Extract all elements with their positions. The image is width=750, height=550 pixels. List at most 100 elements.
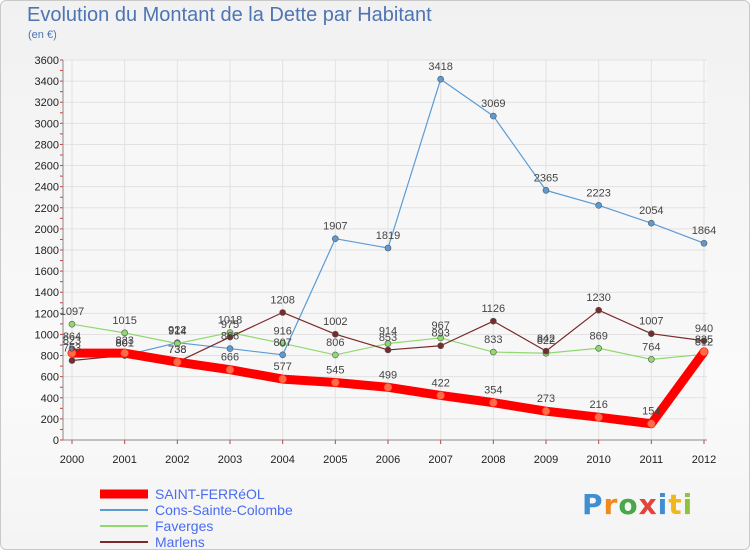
data-label: 666	[221, 352, 239, 364]
data-point	[594, 412, 603, 422]
data-point	[436, 391, 445, 400]
data-label: 3069	[481, 98, 505, 110]
data-label: 914	[168, 326, 186, 338]
data-point	[173, 357, 182, 367]
y-tick-label: 3600	[35, 55, 59, 67]
data-point	[384, 244, 392, 252]
data-label: 842	[537, 333, 555, 345]
y-tick-label: 3000	[35, 118, 59, 130]
unit-label: (en €)	[28, 29, 57, 41]
data-label: 869	[589, 330, 607, 342]
data-point	[595, 306, 602, 314]
y-tick-label: 2400	[35, 182, 59, 194]
x-tick-label: 2010	[586, 454, 610, 466]
data-label: 1907	[323, 221, 347, 233]
data-point	[278, 374, 287, 384]
data-label: 154	[642, 406, 660, 418]
y-tick-label: 1800	[35, 245, 59, 257]
data-point	[121, 329, 128, 337]
data-label: 806	[326, 337, 344, 349]
data-point	[384, 346, 392, 354]
data-label: 916	[273, 325, 291, 337]
x-tick-label: 2004	[270, 454, 294, 466]
x-tick-label: 2006	[376, 454, 400, 466]
data-point	[699, 347, 709, 357]
data-label: 753	[63, 343, 81, 355]
y-tick-label: 3400	[35, 76, 59, 88]
proxiti-logo: Proxiti	[582, 488, 694, 521]
data-label: 545	[326, 364, 344, 376]
data-point	[490, 348, 497, 356]
data-label: 866	[221, 331, 239, 343]
data-point	[68, 357, 76, 364]
y-tick-label: 2600	[35, 161, 59, 173]
data-label: 1819	[376, 230, 400, 242]
x-tick-label: 2002	[165, 454, 189, 466]
data-point	[437, 342, 444, 350]
data-point	[279, 309, 286, 316]
data-label: 1018	[218, 315, 242, 327]
data-point	[648, 330, 655, 338]
y-tick-label: 200	[41, 414, 59, 426]
y-tick-label: 1600	[35, 266, 59, 278]
data-label: 940	[695, 323, 713, 335]
data-label: 893	[431, 328, 449, 340]
data-label: 833	[484, 334, 502, 346]
x-tick-label: 2000	[60, 454, 84, 466]
data-label: 1015	[112, 315, 136, 327]
x-tick-label: 2012	[692, 454, 716, 466]
y-tick-label: 3200	[35, 97, 59, 109]
data-point	[700, 337, 708, 345]
data-label: 922	[168, 325, 186, 337]
data-label: 3418	[428, 61, 452, 73]
data-label: 422	[431, 377, 449, 389]
legend-label: Marlens	[155, 534, 205, 550]
data-point	[437, 75, 444, 83]
data-point	[541, 406, 551, 416]
data-label: 975	[221, 319, 239, 331]
data-label: 1208	[270, 294, 294, 306]
data-point	[226, 333, 234, 341]
data-point	[332, 330, 339, 338]
data-label: 273	[537, 393, 555, 405]
data-label: 853	[379, 332, 397, 344]
data-label: 1007	[639, 316, 663, 328]
x-tick-label: 2003	[218, 454, 242, 466]
data-point	[120, 348, 129, 358]
data-point	[279, 351, 286, 359]
x-tick-label: 2008	[481, 454, 505, 466]
data-point	[67, 348, 77, 358]
data-label: 577	[273, 361, 291, 373]
data-label: 1097	[60, 306, 84, 318]
data-label: 822	[537, 335, 555, 347]
chart-title: Evolution du Montant de la Dette par Hab…	[27, 4, 432, 26]
data-point	[331, 378, 340, 387]
data-label: 823	[63, 335, 81, 347]
data-label: 812	[695, 336, 713, 348]
data-label: 807	[273, 337, 291, 349]
x-tick-label: 2001	[112, 454, 136, 466]
data-label: 801	[115, 337, 133, 349]
y-tick-label: 0	[53, 435, 59, 447]
data-label: 499	[379, 369, 397, 381]
legend-label: Faverges	[155, 518, 213, 534]
y-tick-label: 600	[41, 372, 59, 384]
data-label: 738	[168, 344, 186, 356]
data-point	[595, 344, 602, 352]
data-label: 764	[642, 341, 660, 353]
legend-label: SAINT-FERRéOL	[155, 486, 265, 502]
data-label: 354	[484, 385, 502, 397]
data-label: 2054	[639, 205, 663, 217]
y-tick-label: 800	[41, 351, 59, 363]
data-point	[68, 320, 76, 328]
data-point	[437, 334, 444, 342]
data-label: 1126	[482, 303, 506, 315]
y-tick-label: 2000	[35, 224, 59, 236]
data-point	[489, 398, 498, 407]
data-point	[226, 345, 234, 352]
y-tick-label: 1200	[35, 308, 59, 320]
data-point	[225, 365, 235, 375]
y-tick-label: 2200	[35, 203, 59, 215]
data-label: 801	[115, 337, 133, 349]
